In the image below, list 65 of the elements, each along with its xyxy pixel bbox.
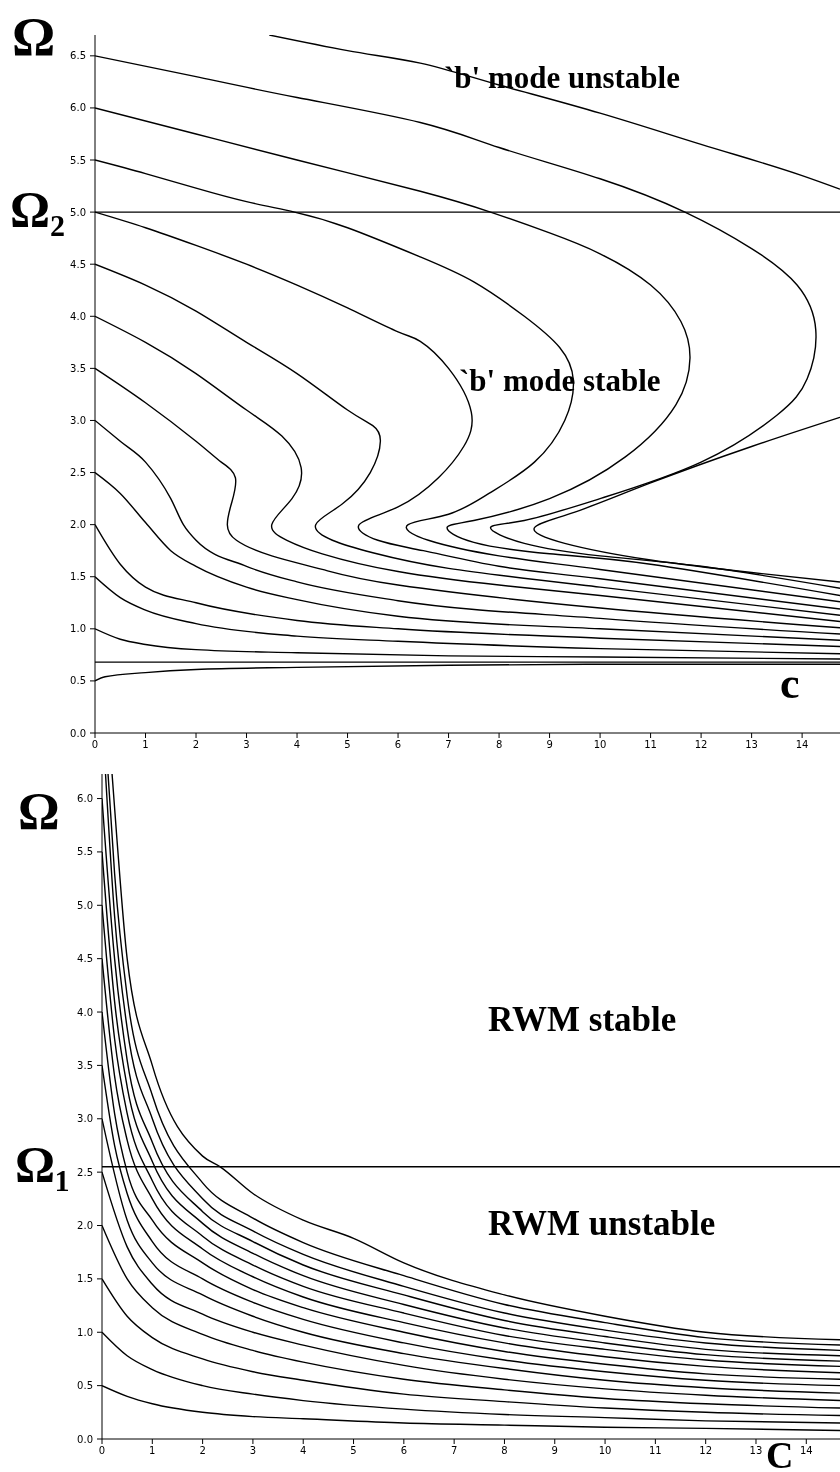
- y-tick-label: 1.0: [77, 1326, 93, 1338]
- y-tick-label: 3.0: [77, 1113, 93, 1125]
- x-tick-label: 9: [546, 739, 553, 750]
- x-tick-label: 1: [142, 739, 149, 750]
- x-axis-title: C: [766, 1434, 794, 1472]
- x-tick-label: 10: [593, 739, 607, 750]
- y-axis-title: Ω: [12, 7, 56, 67]
- y-tick-label: 2.5: [70, 467, 86, 479]
- x-tick-label: 1: [149, 1445, 156, 1456]
- x-tick-label: 9: [551, 1445, 558, 1456]
- y-tick-label: 6.5: [70, 50, 86, 62]
- x-tick-label: 0: [91, 739, 99, 750]
- y-tick-label: 3.0: [70, 414, 86, 426]
- y-tick-label: 1.5: [70, 571, 86, 583]
- annotation: RWM unstable: [488, 1204, 716, 1243]
- x-tick-label: 0: [98, 1445, 106, 1456]
- x-tick-label: 4: [293, 739, 301, 750]
- y-tick-label: 0.5: [77, 1380, 93, 1392]
- y-tick-label: 1.0: [70, 623, 86, 635]
- y-tick-label: 4.5: [70, 258, 86, 270]
- x-tick-label: 6: [400, 1445, 408, 1456]
- x-tick-label: 3: [249, 1445, 257, 1456]
- x-tick-label: 13: [745, 739, 758, 750]
- y-tick-label: 4.0: [77, 1006, 93, 1018]
- y-tick-label: 4.0: [70, 310, 86, 322]
- y-tick-label: 5.0: [70, 206, 86, 218]
- x-tick-label: 2: [192, 739, 200, 750]
- x-tick-label: 7: [450, 1445, 458, 1456]
- y-tick-label: 5.5: [70, 154, 86, 166]
- x-tick-label: 4: [300, 1445, 307, 1456]
- y-tick-label: 3.5: [77, 1059, 93, 1071]
- y-tick-label: 2.5: [77, 1166, 93, 1178]
- y-tick-label: 0.0: [77, 1433, 93, 1445]
- x-tick-label: 14: [795, 739, 809, 750]
- y-tick-label: 0.0: [70, 727, 86, 739]
- y-tick-label: 4.5: [77, 953, 93, 965]
- x-tick-label: 13: [749, 1445, 763, 1456]
- y-tick-label: 3.5: [70, 362, 86, 374]
- x-tick-label: 10: [598, 1445, 612, 1456]
- x-tick-label: 7: [445, 739, 452, 750]
- y-tick-label: 6.0: [77, 793, 93, 805]
- y-tick-label: 1.5: [77, 1273, 93, 1285]
- x-tick-label: 6: [394, 739, 402, 750]
- x-tick-label: 8: [495, 739, 503, 750]
- x-tick-label: 5: [350, 1445, 357, 1456]
- ref-line-label: Ω₂: [9, 181, 65, 238]
- x-tick-label: 8: [501, 1445, 508, 1456]
- x-tick-label: 14: [799, 1445, 813, 1456]
- x-tick-label: 3: [243, 739, 250, 750]
- ref-line-label: Ω₁: [14, 1135, 70, 1192]
- y-tick-label: 5.0: [77, 899, 93, 911]
- x-tick-label: 12: [694, 739, 708, 750]
- x-tick-label: 11: [649, 1445, 662, 1456]
- y-tick-label: 5.5: [77, 846, 93, 858]
- x-axis-title: c: [780, 659, 800, 708]
- y-tick-label: 0.5: [70, 675, 86, 687]
- x-tick-label: 12: [699, 1445, 713, 1456]
- x-tick-label: 2: [199, 1445, 206, 1456]
- y-tick-label: 2.0: [77, 1220, 93, 1232]
- y-tick-label: 2.0: [70, 519, 86, 531]
- x-tick-label: 5: [344, 739, 351, 750]
- y-axis-title: Ω: [18, 783, 60, 840]
- annotation: RWM stable: [488, 1000, 677, 1039]
- x-tick-label: 11: [644, 739, 657, 750]
- y-tick-label: 6.0: [70, 102, 86, 114]
